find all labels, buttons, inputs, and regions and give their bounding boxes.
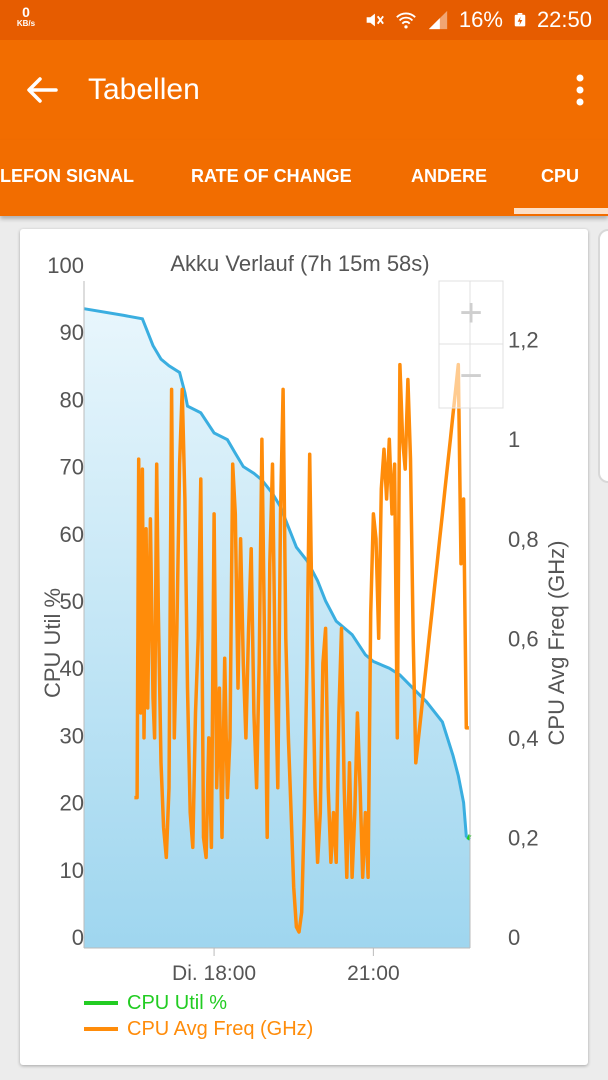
network-speed: 0 KB/s bbox=[12, 5, 40, 29]
y-tick-label: 20 bbox=[60, 791, 84, 816]
zoom-out-button[interactable]: − bbox=[438, 343, 504, 409]
signal-icon bbox=[428, 10, 448, 30]
tab-bar: LEFON SIGNAL RATE OF CHANGE ANDERE CPU bbox=[0, 140, 608, 216]
battery-charging-icon bbox=[514, 13, 526, 27]
legend-swatch-cpu-freq bbox=[84, 1027, 118, 1031]
y-tick-label: 60 bbox=[60, 522, 84, 547]
app-bar: Tabellen bbox=[0, 40, 608, 140]
tab-cpu[interactable]: CPU bbox=[541, 166, 580, 186]
legend-item-cpu-util: CPU Util % bbox=[84, 990, 313, 1016]
tab-rate-of-change[interactable]: RATE OF CHANGE bbox=[191, 166, 352, 186]
y2-tick-label: 0 bbox=[508, 925, 520, 950]
network-speed-unit: KB/s bbox=[16, 19, 36, 28]
x-tick-label: 21:00 bbox=[347, 962, 400, 985]
y-tick-label: 50 bbox=[60, 589, 84, 614]
x-axis-ticks: Di. 18:00 21:00 bbox=[172, 948, 400, 985]
network-speed-value: 0 bbox=[22, 4, 30, 20]
y-tick-label: 80 bbox=[60, 387, 84, 412]
wifi-icon bbox=[396, 12, 416, 29]
tab-telefon-signal[interactable]: LEFON SIGNAL bbox=[0, 166, 134, 186]
y2-tick-label: 0,4 bbox=[508, 726, 539, 751]
status-bar: 0 KB/s 16% 22:50 bbox=[0, 0, 608, 40]
freq-line-layer bbox=[134, 362, 469, 934]
chart-title: Akku Verlauf (7h 15m 58s) bbox=[170, 251, 429, 276]
y2-tick-label: 1,2 bbox=[508, 328, 539, 353]
status-icons: 16% 22:50 bbox=[363, 6, 592, 34]
y2-tick-label: 0,8 bbox=[508, 527, 539, 552]
y2-axis-label: CPU Avg Freq (GHz) bbox=[544, 541, 569, 746]
y2-tick-label: 1 bbox=[508, 427, 520, 452]
y2-tick-label: 0,2 bbox=[508, 825, 539, 850]
y-tick-label: 40 bbox=[60, 656, 84, 681]
zoom-out-icon: − bbox=[459, 354, 482, 398]
battery-percent: 16% bbox=[458, 7, 503, 32]
tab-andere[interactable]: ANDERE bbox=[411, 166, 488, 186]
next-card-edge bbox=[598, 229, 608, 483]
y-tick-label: 90 bbox=[60, 320, 84, 345]
y-tick-label: 0 bbox=[72, 925, 84, 950]
chart-legend: CPU Util % CPU Avg Freq (GHz) bbox=[84, 990, 313, 1042]
legend-label-cpu-freq: CPU Avg Freq (GHz) bbox=[127, 1017, 314, 1040]
tab-indicator bbox=[514, 208, 608, 214]
legend-label-cpu-util: CPU Util % bbox=[127, 991, 228, 1014]
back-arrow-icon[interactable] bbox=[22, 70, 62, 110]
mute-icon bbox=[366, 13, 384, 27]
legend-swatch-cpu-util bbox=[84, 1001, 118, 1005]
x-tick-label: Di. 18:00 bbox=[172, 962, 256, 985]
y-tick-label: 10 bbox=[60, 858, 84, 883]
y2-tick-label: 0,6 bbox=[508, 626, 539, 651]
cpu-freq-line bbox=[134, 362, 469, 934]
y-axis-label: CPU Util % bbox=[40, 588, 65, 698]
y-tick-label: 30 bbox=[60, 723, 84, 748]
y-tick-label: 70 bbox=[60, 455, 84, 480]
legend-item-cpu-freq: CPU Avg Freq (GHz) bbox=[84, 1016, 313, 1042]
zoom-in-button[interactable]: + bbox=[438, 280, 504, 345]
more-vert-icon[interactable] bbox=[572, 70, 588, 110]
y2-axis-ticks: 1,2 1 0,8 0,6 0,4 0,2 0 bbox=[508, 328, 539, 950]
y-tick-label: 100 bbox=[47, 253, 84, 278]
zoom-in-icon: + bbox=[459, 291, 482, 335]
clock: 22:50 bbox=[536, 7, 592, 32]
page-title: Tabellen bbox=[88, 73, 200, 106]
battery-line bbox=[83, 307, 472, 841]
